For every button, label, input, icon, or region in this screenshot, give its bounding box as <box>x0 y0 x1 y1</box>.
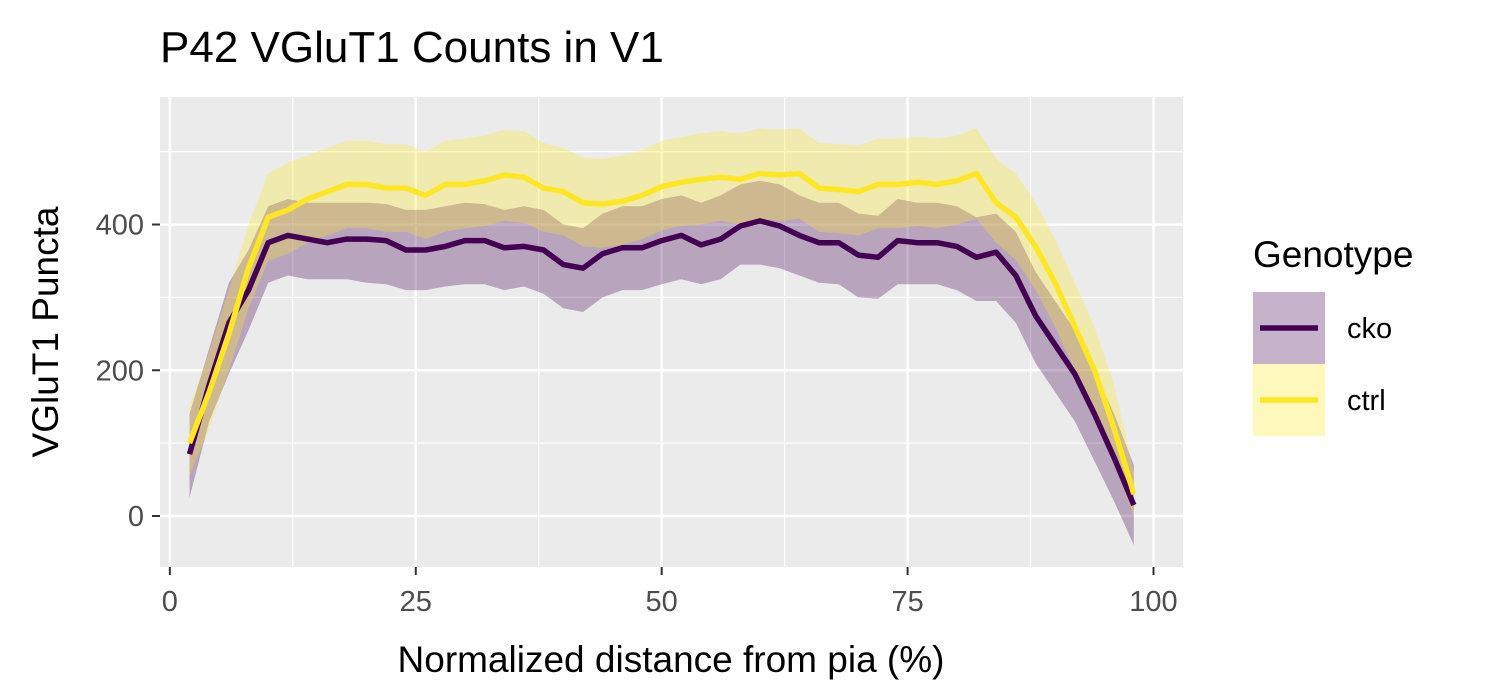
confidence-bands <box>189 128 1134 546</box>
x-tick-label: 100 <box>1129 586 1177 618</box>
x-tick-label: 75 <box>891 586 923 618</box>
major-gridlines <box>160 97 1183 567</box>
y-tick-label: 400 <box>96 210 144 242</box>
legend-items: cko ctrl <box>1253 292 1392 436</box>
x-tick-label: 25 <box>400 586 432 618</box>
y-tick-label: 200 <box>96 355 144 387</box>
y-tick-label: 0 <box>128 501 144 533</box>
line-cko <box>186 218 1137 507</box>
series-lines <box>186 170 1137 507</box>
x-tick-label: 50 <box>646 586 678 618</box>
y-axis-title: VGluT1 Puncta <box>25 206 66 457</box>
band-ctrl <box>189 128 1134 517</box>
band-cko <box>189 180 1134 546</box>
x-axis-ticks: 0 25 50 75 100 <box>162 567 1178 618</box>
legend-label-cko: cko <box>1347 313 1392 345</box>
plot-panel <box>160 97 1183 567</box>
line-ctrl <box>186 170 1137 495</box>
x-tick-label: 0 <box>162 586 178 618</box>
legend: Genotype cko ctrl <box>1253 234 1413 436</box>
chart-title: P42 VGluT1 Counts in V1 <box>160 23 664 72</box>
y-axis-ticks: 0 200 400 <box>96 210 160 533</box>
x-axis-title: Normalized distance from pia (%) <box>398 639 945 680</box>
legend-title: Genotype <box>1253 234 1413 275</box>
legend-label-ctrl: ctrl <box>1347 385 1386 417</box>
